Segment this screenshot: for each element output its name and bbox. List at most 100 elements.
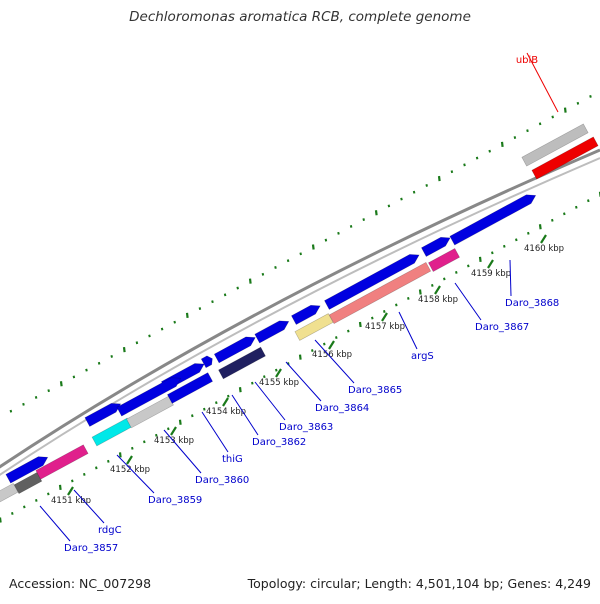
upper-tick [488,149,491,153]
gene-block-top[interactable] [5,453,50,484]
genome-backbone [0,148,600,476]
lower-tick [143,440,146,444]
gene-block-bottom-shape [294,313,334,341]
upper-tick [589,95,592,98]
gene-label-link[interactable]: thiG [222,454,243,465]
gene-block-top[interactable] [116,374,183,417]
scale-tick [275,368,282,378]
scale-tick [222,397,229,407]
upper-tick [236,286,239,290]
upper-tick [97,361,101,365]
gene-block-top[interactable] [200,354,215,369]
accession-text: Accession: NC_007298 [9,576,152,591]
gene-leader-line [231,394,259,436]
gene-block-bottom[interactable] [428,248,460,272]
gene-block-top[interactable] [291,301,322,325]
upper-tick [85,368,88,372]
lower-tick [515,238,518,242]
upper-tick [526,129,529,133]
gene-block-top[interactable] [521,123,589,167]
lower-tick [455,270,458,274]
upper-tick [463,163,466,167]
upper-tick [185,312,189,319]
lower-tick [527,231,530,235]
gene-block-bottom-shape [328,261,432,325]
scale-label: 4158 kbp [418,295,458,305]
scale-tick [487,259,494,269]
gene-block-bottom[interactable] [218,346,266,380]
gene-label-link[interactable]: Daro_3857 [64,543,118,554]
lower-tick [298,354,302,360]
dotted-ticks [0,95,600,523]
scale-tick [328,340,335,350]
upper-tick [362,218,365,222]
upper-tick [500,141,504,147]
backbone-outer [0,148,600,469]
gene-label-link[interactable]: rdgC [98,525,122,536]
upper-tick [59,381,63,387]
gene-label-link[interactable]: Daro_3859 [148,495,202,506]
lower-tick [478,256,482,263]
gene-label-link[interactable]: Daro_3868 [505,298,559,309]
lower-tick [118,452,122,458]
gene-label-link[interactable]: Daro_3863 [279,422,333,433]
gene-label-link[interactable]: Daro_3862 [252,437,306,448]
gene-leader-line [526,52,559,113]
gene-block-top[interactable] [421,233,452,257]
upper-tick [437,175,441,182]
scale-tick [67,486,74,496]
upper-tick [450,170,454,174]
gene-labels: ubiB Daro_3868 Daro_3867 argS Daro_3865 Daro_… [39,52,559,554]
gene-block-bottom[interactable] [328,261,432,325]
gene-leader-line [398,311,418,350]
lower-tick [263,375,266,379]
upper-tick [22,402,25,406]
lower-tick [418,289,422,295]
gene-label-link[interactable]: Daro_3865 [348,385,402,396]
lower-tick [95,466,98,470]
scale-label: 4159 kbp [471,269,511,279]
lower-tick [563,212,566,216]
gene-block-bottom[interactable] [166,372,214,404]
lower-tick [71,479,74,483]
gene-block-top[interactable] [449,191,538,246]
gene-label-link[interactable]: ubiB [516,55,538,66]
lower-tick [407,297,410,300]
upper-tick [211,300,214,304]
gene-block-top[interactable] [254,317,291,344]
gene-label-link[interactable]: argS [411,351,434,362]
lower-tick [23,505,26,509]
gene-label-link[interactable]: Daro_3864 [315,403,369,414]
gene-block-top-shape [449,194,537,246]
gene-block-bottom-shape [218,346,266,380]
genome-summary-text: Topology: circular; Length: 4,501,104 bp… [247,576,591,591]
gene-block-top[interactable] [324,251,421,310]
gene-label-link[interactable]: Daro_3860 [195,475,249,486]
gene-block-bottom[interactable] [126,395,174,429]
lower-tick [35,499,38,502]
gene-leader-line [285,361,322,402]
scale-label: 4157 kbp [365,322,405,332]
lower-tick [587,199,590,203]
gene-block-bottom[interactable] [13,471,43,495]
upper-tick [299,252,302,256]
scale-label: 4154 kbp [206,407,246,417]
gene-label-link[interactable]: Daro_3867 [475,322,529,333]
lower-tick [347,329,350,333]
gene-block-bottom[interactable] [35,444,89,480]
gene-block-bottom[interactable] [294,313,334,341]
gene-block-top[interactable] [213,333,257,364]
gene-block-top-shape [291,304,321,325]
lower-tick [203,407,206,411]
lower-tick [395,303,398,307]
gene-block-top[interactable] [84,400,123,427]
upper-tick [412,190,416,194]
gene-block-top-shape [116,377,182,417]
gene-block-top[interactable] [531,136,599,180]
lower-tick [47,492,50,496]
lower-tick [335,336,338,340]
gene-block-bottom[interactable] [0,482,19,504]
gene-leader-line [116,454,155,494]
